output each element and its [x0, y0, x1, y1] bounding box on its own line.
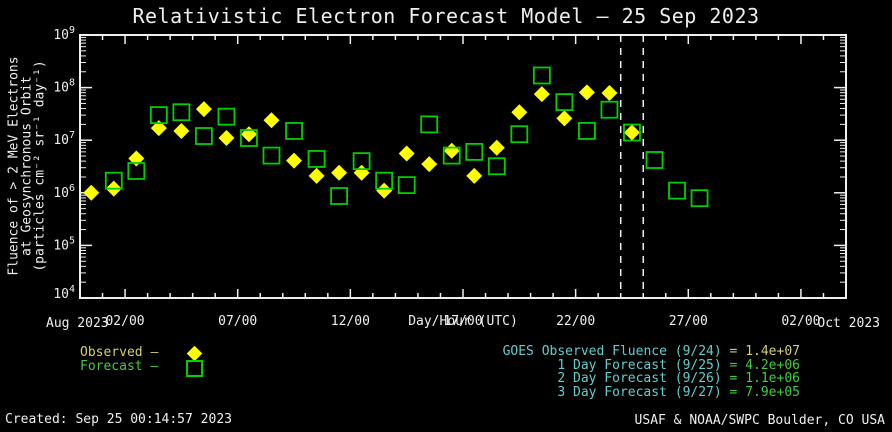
- y-axis-title-line-3: (particles cm⁻² sr⁻¹ day⁻¹): [32, 60, 48, 272]
- observed-point: [218, 130, 235, 147]
- observed-point: [601, 84, 618, 101]
- x-tick-label: 07/00: [218, 314, 257, 329]
- observed-point: [466, 167, 483, 184]
- legend-forecast-label: Forecast –: [80, 359, 159, 374]
- forecast-point: [487, 157, 506, 176]
- observed-point: [578, 84, 595, 101]
- observed-point: [353, 164, 370, 181]
- forecast-point: [442, 146, 461, 165]
- forecast-point: [307, 150, 326, 168]
- x-axis-end-label: Oct 2023: [817, 316, 880, 331]
- forecast-point: [578, 122, 596, 140]
- x-tick-label: 02/00: [105, 314, 144, 329]
- forecast-point: [532, 66, 551, 85]
- observed-point: [623, 124, 640, 141]
- x-tick-label: 17/00: [443, 314, 482, 329]
- forecast-point: [285, 122, 303, 140]
- created-timestamp: Created: Sep 25 00:14:57 2023: [5, 412, 232, 427]
- y-tick-label: 107: [53, 130, 75, 148]
- readout-label: GOES Observed Fluence (9/24): [502, 344, 722, 359]
- forecast-point: [465, 142, 484, 161]
- readout-line-2day: 2 Day Forecast (9/26) = 1.1e+06: [430, 372, 800, 386]
- readout-label: 1 Day Forecast (9/25): [557, 357, 722, 373]
- readout-line-observed: GOES Observed Fluence (9/24) = 1.4e+07: [430, 345, 800, 359]
- observed-point: [443, 142, 460, 159]
- forecast-point: [690, 189, 709, 208]
- observed-point: [398, 145, 415, 162]
- observed-point: [195, 101, 212, 118]
- y-tick-label: 106: [53, 183, 75, 201]
- agency-credit: USAF & NOAA/SWPC Boulder, CO USA: [634, 413, 885, 428]
- observed-point: [83, 184, 100, 201]
- forecast-point: [645, 151, 664, 169]
- y-tick-label: 105: [53, 235, 75, 253]
- legend-observed-label: Observed –: [80, 345, 159, 360]
- observed-point: [286, 152, 303, 169]
- forecast-point: [668, 181, 686, 200]
- forecast-point: [240, 129, 258, 147]
- forecast-point: [623, 123, 641, 142]
- forecast-point: [262, 146, 281, 165]
- observed-point: [128, 150, 145, 167]
- readout-value: = 1.4e+07: [729, 344, 800, 359]
- x-tick-label: 22/00: [556, 314, 595, 329]
- forecast-point: [104, 171, 123, 190]
- readout-line-1day: 1 Day Forecast (9/25) = 4.2e+06: [430, 357, 800, 373]
- forecast-point: [149, 106, 168, 125]
- y-axis-title: Fluence of > 2 MeV Electrons at Geosynch…: [7, 56, 48, 275]
- forecast-readout: GOES Observed Fluence (9/24) = 1.4e+07 1…: [430, 345, 800, 399]
- observed-point: [511, 104, 528, 121]
- observed-point: [556, 110, 573, 127]
- y-tick-label: 109: [53, 25, 75, 43]
- forecast-point: [172, 103, 191, 122]
- y-tick-label: 104: [53, 284, 75, 302]
- y-tick-label: 108: [53, 78, 75, 96]
- observed-point: [240, 126, 257, 143]
- observed-point: [308, 167, 325, 184]
- observed-point: [150, 120, 167, 137]
- x-tick-label: 12/00: [331, 314, 370, 329]
- forecast-point: [195, 127, 213, 145]
- x-axis-title: Day/Hour (UTC): [408, 314, 518, 329]
- forecast-point: [397, 176, 416, 195]
- x-tick-label: 02/00: [781, 314, 820, 329]
- readout-line-3day: 3 Day Forecast (9/27) = 7.9e+05: [430, 384, 800, 400]
- readout-value: = 1.1e+06: [729, 371, 800, 386]
- forecast-point: [330, 187, 348, 205]
- forecast-point: [420, 115, 439, 134]
- observed-point: [263, 112, 280, 129]
- plot-frame: [79, 34, 847, 299]
- forecast-point: [555, 93, 574, 112]
- observed-point: [421, 156, 438, 173]
- readout-label: 2 Day Forecast (9/26): [557, 371, 722, 386]
- readout-value: = 7.9e+05: [729, 384, 800, 400]
- legend-forecast-square-icon: [186, 360, 203, 377]
- forecast-point: [510, 125, 529, 144]
- forecast-point: [375, 171, 394, 190]
- x-tick-label: 27/00: [669, 314, 708, 329]
- forecast-point: [127, 162, 146, 180]
- observed-point: [533, 86, 550, 103]
- forecast-point: [352, 152, 371, 171]
- forecast-point: [600, 100, 619, 119]
- forecast-point: [217, 107, 236, 126]
- observed-point: [173, 122, 190, 139]
- observed-point: [376, 182, 393, 199]
- chart-title: Relativistic Electron Forecast Model — 2…: [132, 4, 760, 28]
- readout-value: = 4.2e+06: [729, 357, 800, 373]
- readout-label: 3 Day Forecast (9/27): [557, 384, 722, 400]
- x-axis-start-label: Aug 2023: [46, 316, 109, 331]
- observed-point: [488, 139, 505, 156]
- observed-point: [331, 164, 348, 181]
